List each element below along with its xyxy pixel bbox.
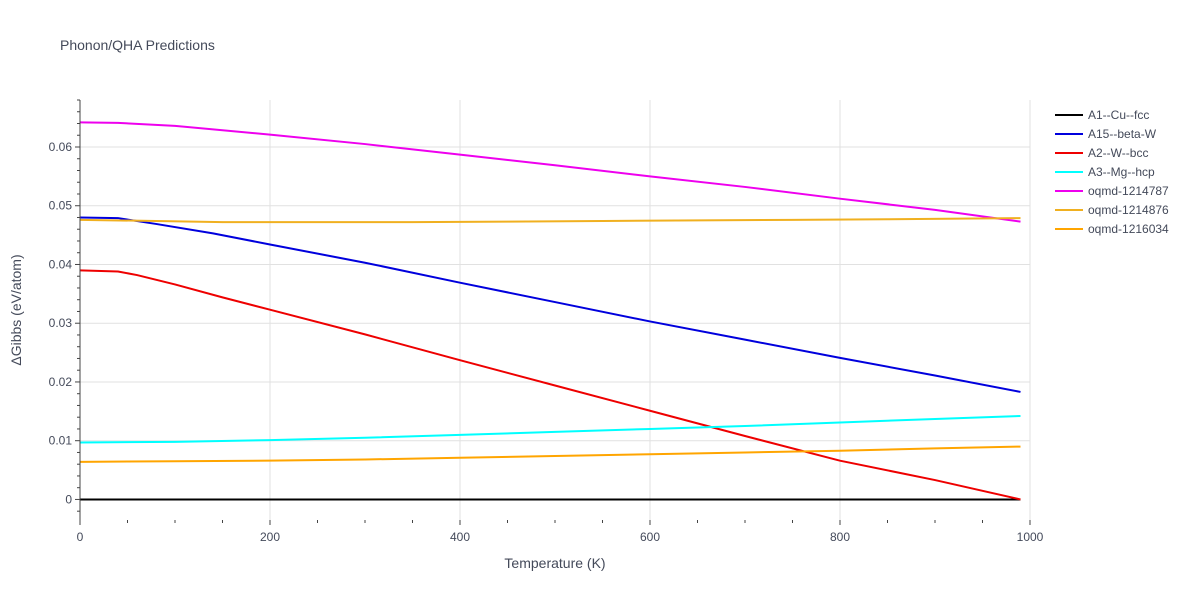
x-axis-title: Temperature (K) — [504, 555, 605, 571]
series-line-A2--W--bcc — [79, 269, 1021, 501]
legend-label: oqmd-1216034 — [1088, 222, 1169, 236]
x-tick-label: 800 — [830, 530, 850, 544]
plot-area — [79, 121, 1021, 501]
series-line-A3--Mg--hcp — [79, 415, 1021, 444]
x-tick-label: 600 — [640, 530, 660, 544]
grid-lines — [80, 100, 1031, 520]
series-line-oqmd-1214876 — [79, 217, 1021, 224]
series-line-oqmd-1216034 — [79, 445, 1021, 463]
x-tick-label: 200 — [260, 530, 280, 544]
y-tick-label: 0.02 — [49, 375, 73, 389]
legend-label: oqmd-1214787 — [1088, 184, 1169, 198]
y-tick-label: 0 — [65, 492, 72, 506]
y-tick-label: 0.04 — [49, 257, 73, 271]
y-axis-title: ΔGibbs (eV/atom) — [8, 254, 24, 365]
y-tick-label: 0.05 — [49, 199, 73, 213]
series-line-oqmd-1214787 — [79, 121, 1021, 223]
x-tick-label: 1000 — [1017, 530, 1044, 544]
legend-label: A2--W--bcc — [1088, 146, 1148, 160]
legend-label: A3--Mg--hcp — [1088, 165, 1155, 179]
legend-label: A15--beta-W — [1088, 127, 1157, 141]
axes: 0 0.01 0.02 0.03 0.04 0.05 0.06 0 200 400 600 800 10… — [49, 99, 1044, 544]
y-tick-label: 0.03 — [49, 316, 73, 330]
x-tick-label: 400 — [450, 530, 470, 544]
y-tick-label: 0.06 — [49, 140, 73, 154]
legend-label: oqmd-1214876 — [1088, 203, 1169, 217]
legend: A1--Cu--fcc A15--beta-W A2--W--bcc A3--Mg--… — [1055, 108, 1169, 236]
legend-label: A1--Cu--fcc — [1088, 108, 1149, 122]
x-tick-label: 0 — [77, 530, 84, 544]
y-tick-label: 0.01 — [49, 434, 73, 448]
series-line-A15--beta-W — [79, 216, 1021, 393]
chart-title: Phonon/QHA Predictions — [60, 37, 215, 53]
